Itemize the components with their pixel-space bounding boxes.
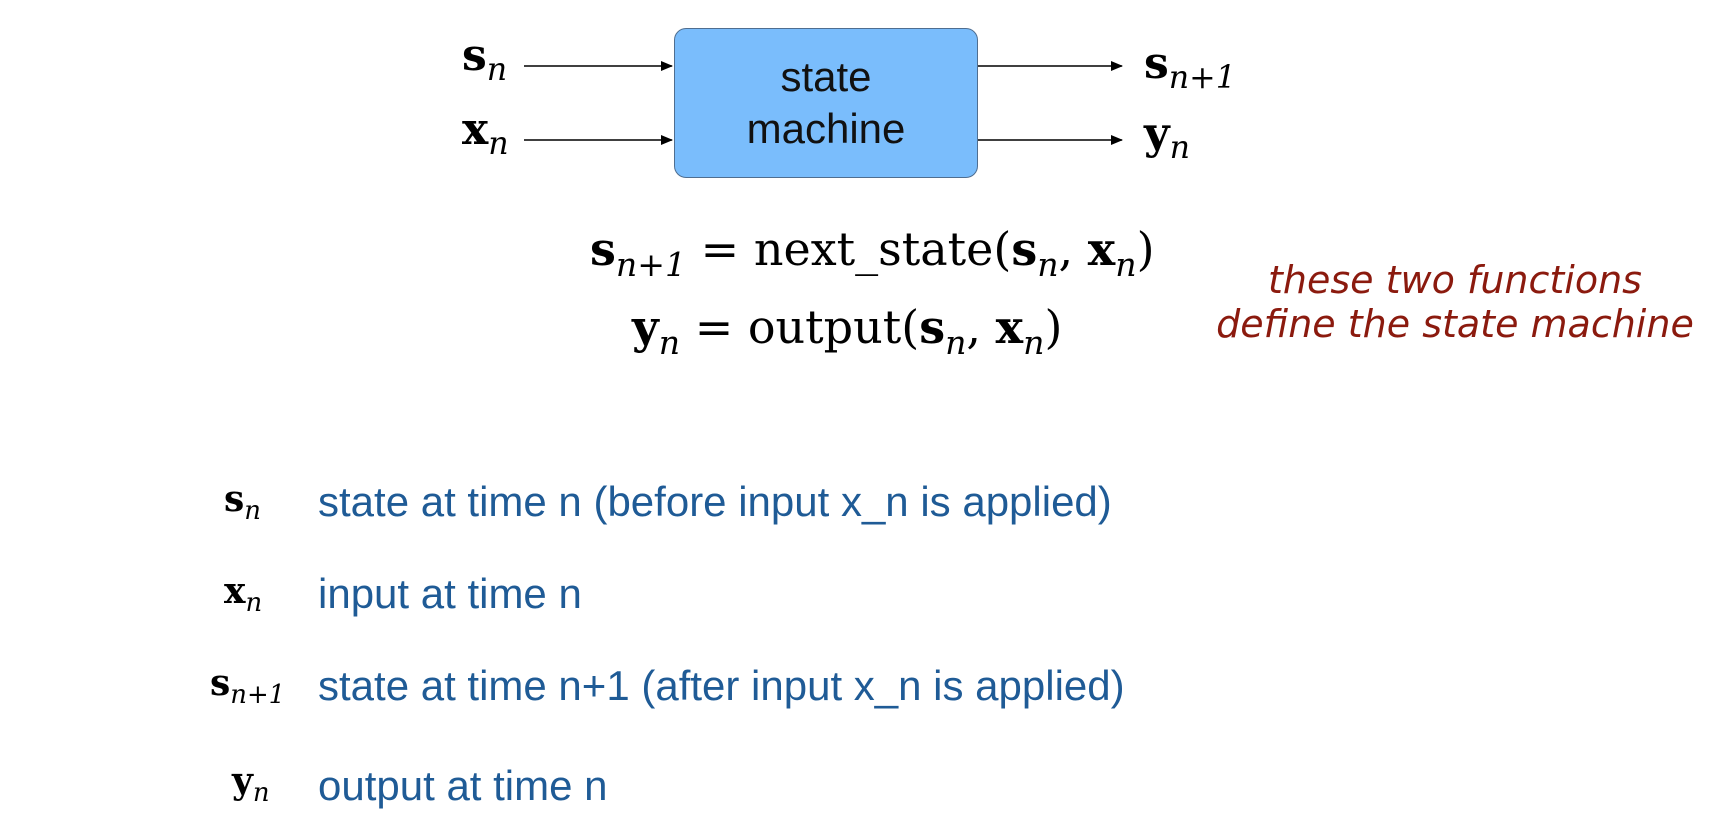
box-label-line1: state — [780, 53, 872, 100]
def-symbol-x-n: xn — [224, 570, 263, 619]
def-symbol-s-n1: sn+1 — [210, 662, 286, 711]
equation-next-state: sn+1 = next_state(sn, xn) — [590, 222, 1155, 284]
input-s-n-symbol: sn — [462, 30, 508, 89]
def-text-x-n: input at time n — [318, 570, 582, 617]
note-text: these two functions define the state mac… — [1215, 258, 1695, 346]
eq1-args: (sn, xn) — [993, 222, 1155, 284]
def-symbol-s-n: sn — [224, 478, 261, 527]
output-s-n1-symbol: sn+1 — [1144, 38, 1236, 97]
def-text-s-n1: state at time n+1 (after input x_n is ap… — [318, 662, 1125, 709]
def-text-y-n: output at time n — [318, 762, 608, 809]
arrows — [524, 61, 1123, 145]
equation-output: yn = output(sn, xn) — [632, 300, 1063, 362]
note-line1: these two functions — [1268, 258, 1642, 302]
input-x-n-symbol: xn — [462, 104, 509, 163]
state-machine-box: state machine — [674, 28, 978, 178]
box-label-line2: machine — [746, 105, 906, 152]
eq2-args: (sn, xn) — [901, 300, 1063, 362]
def-symbol-y-n: yn — [232, 760, 270, 809]
note-line2: define the state machine — [1216, 302, 1694, 346]
def-text-s-n: state at time n (before input x_n is app… — [318, 478, 1112, 525]
output-y-n-symbol: yn — [1144, 108, 1190, 167]
